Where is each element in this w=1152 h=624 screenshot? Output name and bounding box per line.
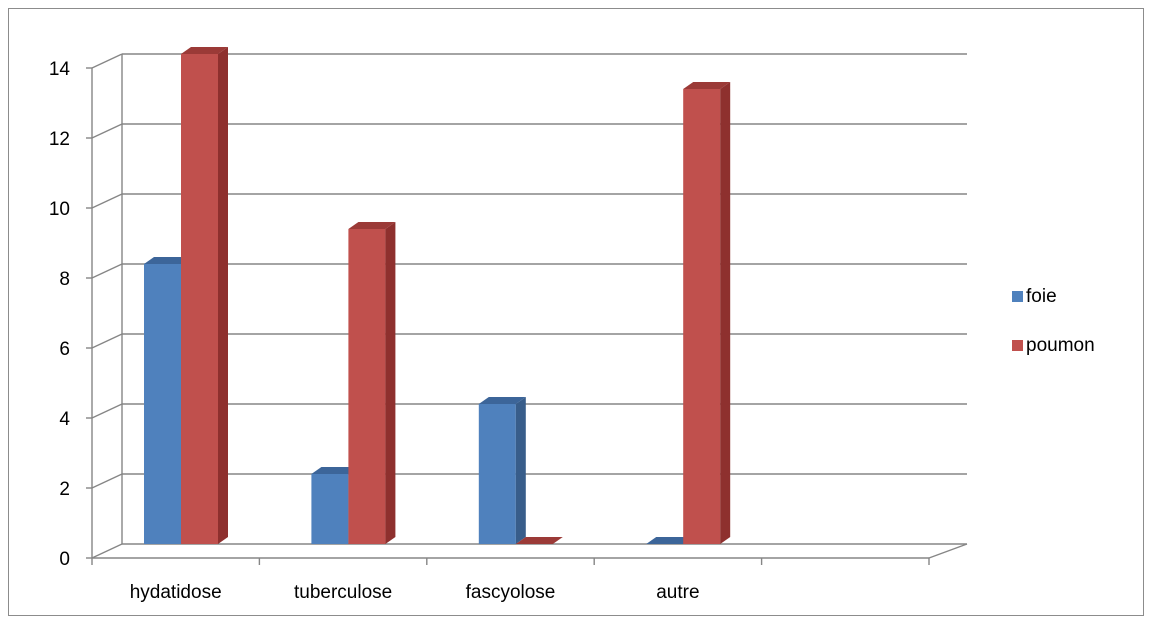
legend-swatch-foie xyxy=(1012,291,1023,302)
bar-top xyxy=(683,82,731,89)
y-tick-label: 0 xyxy=(59,549,70,570)
bar-poumon-hydatidose xyxy=(181,47,228,544)
bar-top xyxy=(181,47,228,54)
y-tick-labels: 0 2 4 6 8 10 12 14 xyxy=(49,59,71,570)
bar-top xyxy=(311,467,359,474)
y-tick-label: 6 xyxy=(59,339,70,360)
bar-foie-fascyolose xyxy=(478,397,526,544)
y-tick-label: 12 xyxy=(49,129,70,150)
bar-front xyxy=(478,404,516,544)
chart-frame: 0 2 4 6 8 10 12 14 hydatidose tuberculose fascyol… xyxy=(8,8,1144,616)
bar-poumon-autre xyxy=(683,82,731,544)
gridline-side xyxy=(91,193,123,209)
gridline-side xyxy=(91,53,123,69)
y-tick-label: 8 xyxy=(59,269,70,290)
floor-edge xyxy=(928,543,968,559)
gridline-side xyxy=(91,333,123,349)
x-tick-label: fascyolose xyxy=(466,582,556,603)
y-tick-label: 14 xyxy=(49,59,71,80)
bar-front xyxy=(311,474,349,544)
legend: foie poumon xyxy=(1012,286,1095,356)
grid-layer xyxy=(91,53,967,559)
bar-top xyxy=(348,222,396,229)
bar-poumon-fascyolose xyxy=(515,537,563,544)
bar-side xyxy=(720,82,731,544)
bar-front xyxy=(683,89,721,544)
y-tick-label: 10 xyxy=(49,199,70,220)
axis-layer xyxy=(86,54,968,565)
bar-top xyxy=(478,397,526,404)
bar-side xyxy=(515,397,526,544)
bar-front xyxy=(144,264,181,544)
bar-front xyxy=(181,54,218,544)
legend-label-foie: foie xyxy=(1026,286,1057,307)
bar-side xyxy=(218,47,228,544)
x-tick-label: tuberculose xyxy=(294,582,392,603)
x-tick-label: autre xyxy=(656,582,699,603)
legend-swatch-poumon xyxy=(1012,340,1023,351)
gridline-side xyxy=(91,473,123,489)
gridline-side xyxy=(91,263,123,279)
x-tick-labels: hydatidose tuberculose fascyolose autre xyxy=(130,582,700,603)
bar-layer xyxy=(144,47,731,544)
gridline-side xyxy=(91,543,123,559)
y-tick-label: 2 xyxy=(59,479,70,500)
bar-top xyxy=(515,537,563,544)
bar-side xyxy=(385,222,396,544)
x-tick-label: hydatidose xyxy=(130,582,222,603)
bar-poumon-tuberculose xyxy=(348,222,396,544)
gridline-side xyxy=(91,403,123,419)
bar-foie-autre xyxy=(646,537,694,544)
y-tick-label: 4 xyxy=(59,409,70,430)
bar-front xyxy=(348,229,386,544)
legend-label-poumon: poumon xyxy=(1026,335,1095,356)
bar-top xyxy=(144,257,191,264)
bar-top xyxy=(646,537,694,544)
gridline-side xyxy=(91,123,123,139)
bar-chart: 0 2 4 6 8 10 12 14 hydatidose tuberculose fascyol… xyxy=(49,47,1095,603)
